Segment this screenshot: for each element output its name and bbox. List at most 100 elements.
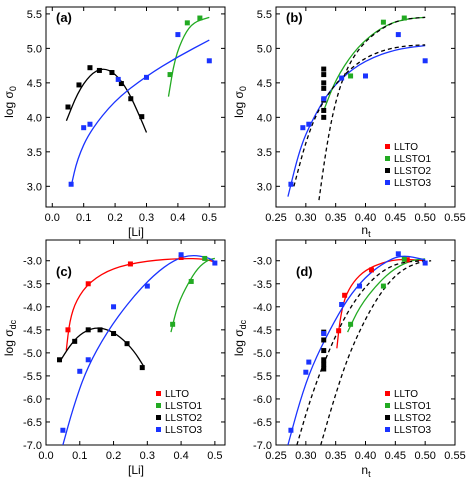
y-tick-label: 4.0 xyxy=(257,112,272,124)
panel-c-xlabel: [Li] xyxy=(128,463,144,477)
data-point xyxy=(321,96,327,102)
y-tick-label: -7.0 xyxy=(253,440,272,452)
x-tick-label: 0.0 xyxy=(45,212,60,224)
legend-marker xyxy=(385,144,390,149)
data-point xyxy=(368,267,374,273)
legend-marker xyxy=(156,415,161,420)
data-point xyxy=(300,125,306,131)
data-point xyxy=(321,107,327,113)
x-tick-label: 0.50 xyxy=(414,450,435,462)
y-tick-label: -6.0 xyxy=(23,394,42,406)
x-tick-label: 0.4 xyxy=(170,212,185,224)
plot-frame xyxy=(275,6,456,208)
data-point xyxy=(139,114,145,120)
y-tick-label: -3.5 xyxy=(23,279,42,291)
y-tick-label: 4.5 xyxy=(257,78,272,90)
data-point xyxy=(321,366,327,372)
x-tick-label: 0.35 xyxy=(325,450,346,462)
data-point xyxy=(85,357,91,363)
data-point xyxy=(85,327,91,333)
legend-entry: LLSTO3 xyxy=(394,425,431,436)
data-point xyxy=(85,281,91,287)
fit-curve xyxy=(287,255,426,446)
x-tick-label: 0.3 xyxy=(139,212,154,224)
data-point xyxy=(306,121,312,127)
data-point xyxy=(212,260,218,266)
y-tick-label: -6.0 xyxy=(253,394,272,406)
data-point xyxy=(65,104,71,110)
panel-d-plot-area: 0.25 0.30 0.35 0.40 0.45 0.50 0.55 -7.0 -6.5 -6.0… xyxy=(253,239,466,462)
fit-curve xyxy=(347,258,426,333)
fit-curve xyxy=(167,16,210,97)
y-tick-label: -7.0 xyxy=(23,440,42,452)
data-point xyxy=(65,327,71,333)
y-tick-label: -6.5 xyxy=(253,417,272,429)
x-tick-label: 0.3 xyxy=(140,450,155,462)
x-tick-label: 0.5 xyxy=(207,450,222,462)
panel-b-xlabel: nt xyxy=(361,223,371,239)
data-point xyxy=(115,76,121,82)
data-point xyxy=(395,32,401,38)
y-tick-label: 3.5 xyxy=(27,147,42,159)
fit-curve xyxy=(296,260,426,446)
legend-marker xyxy=(385,427,390,432)
panel-a-plot-area: 0.0 0.1 0.2 0.3 0.4 0.5 3.0 3.5 4.0 4.5 5.0 5.5 xyxy=(27,6,226,224)
x-tick-label: 0.1 xyxy=(76,212,91,224)
y-tick-label: -5.5 xyxy=(23,371,42,383)
data-point xyxy=(170,321,176,327)
data-point xyxy=(380,283,386,289)
data-point xyxy=(321,72,327,78)
data-point xyxy=(395,251,401,257)
fit-curve xyxy=(65,257,216,351)
data-point xyxy=(127,261,133,267)
y-tick-label: -5.5 xyxy=(253,371,272,383)
data-point xyxy=(288,427,294,433)
y-tick-label: 5.5 xyxy=(257,9,272,21)
data-point xyxy=(404,257,410,263)
data-point xyxy=(336,328,342,334)
panel-b-plot-area: 0.25 0.30 0.35 0.40 0.45 0.50 0.55 3.0 3.5 4.0 4.5… xyxy=(257,6,466,224)
y-tick-label: -5.0 xyxy=(253,348,272,360)
data-point xyxy=(401,15,407,21)
y-tick-label: -3.0 xyxy=(23,256,42,268)
y-tick-label: -4.0 xyxy=(253,302,272,314)
fit-curve xyxy=(70,39,210,187)
data-point xyxy=(87,121,93,127)
data-point xyxy=(348,73,354,79)
x-tick-label: 0.30 xyxy=(295,450,316,462)
x-tick-label: 0.5 xyxy=(202,212,217,224)
data-point xyxy=(288,181,294,187)
legend-entry: LLSTO3 xyxy=(165,425,202,436)
data-point xyxy=(321,80,327,86)
data-point xyxy=(178,255,184,261)
plot-frame xyxy=(45,239,226,446)
data-point xyxy=(97,327,103,333)
data-point xyxy=(178,252,184,258)
data-point xyxy=(422,260,428,266)
fit-curve xyxy=(320,260,432,446)
panel-b-label: (b) xyxy=(286,10,303,25)
data-point xyxy=(321,337,327,343)
x-tick-label: 0.50 xyxy=(414,212,435,224)
fit-curve xyxy=(323,16,426,111)
data-point xyxy=(321,331,327,337)
data-point xyxy=(111,304,117,310)
data-point xyxy=(184,20,190,26)
data-point xyxy=(380,19,386,25)
x-tick-label: 0.45 xyxy=(385,450,406,462)
fit-curve xyxy=(62,254,216,446)
data-point xyxy=(339,75,345,81)
data-point xyxy=(303,369,309,375)
panel-d: 0.25 0.30 0.35 0.40 0.45 0.50 0.55 -7.0 -6.5 -6.0… xyxy=(232,239,466,479)
x-tick-label: 0.55 xyxy=(444,450,465,462)
x-tick-label: 0.0 xyxy=(38,450,53,462)
x-tick-label: 0.2 xyxy=(106,450,121,462)
data-point xyxy=(60,427,66,433)
y-tick-label: -3.5 xyxy=(253,279,272,291)
data-point xyxy=(206,58,212,64)
data-point xyxy=(72,338,78,344)
data-point xyxy=(143,74,149,80)
data-point xyxy=(306,359,312,365)
y-tick-label: -5.0 xyxy=(23,348,42,360)
data-point xyxy=(188,278,194,284)
